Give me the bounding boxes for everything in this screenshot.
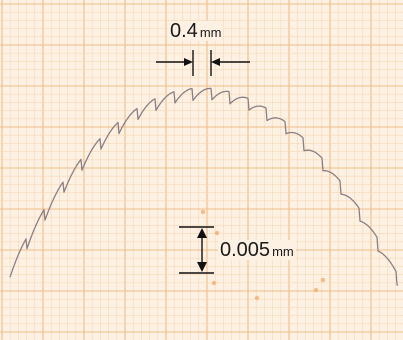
pitch-label: 0.4 mm: [168, 20, 224, 42]
depth-dimension: [179, 226, 214, 274]
depth-label: 0.005 mm: [218, 240, 296, 260]
faint-mark: [200, 209, 206, 215]
depth-unit: mm: [272, 244, 294, 259]
faint-mark: [211, 280, 217, 286]
pitch-value: 0.4: [170, 20, 198, 42]
pitch-arrow-left: [184, 58, 193, 66]
faint-marks: [200, 209, 326, 301]
pitch-unit: mm: [199, 25, 222, 40]
faint-mark: [313, 287, 319, 293]
depth-arrow-down: [197, 262, 207, 272]
surface-profile-trace: [9, 87, 399, 286]
depth-value: 0.005: [220, 239, 271, 261]
faint-mark: [214, 230, 220, 236]
pitch-dimension: [156, 50, 250, 76]
faint-mark: [320, 277, 326, 283]
pitch-arrow-right: [211, 58, 220, 66]
faint-mark: [254, 295, 260, 301]
depth-arrow-up: [197, 228, 207, 238]
